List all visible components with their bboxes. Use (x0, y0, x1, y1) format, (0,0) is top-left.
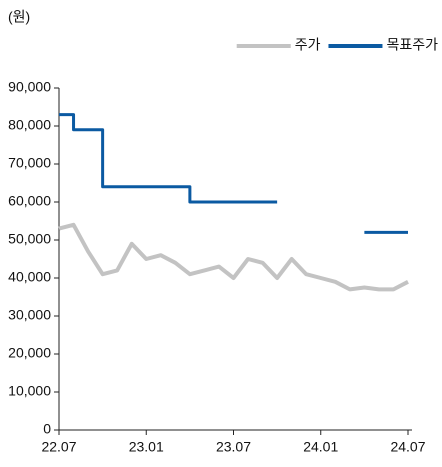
y-tick-label: 80,000 (8, 117, 51, 133)
legend-label: 목표주가 (386, 37, 438, 53)
y-tick-label: 10,000 (8, 383, 51, 399)
y-tick-label: 90,000 (8, 79, 51, 95)
legend-label: 주가 (295, 37, 321, 53)
y-tick-label: 70,000 (8, 155, 51, 171)
y-unit: (원) (8, 9, 30, 25)
x-tick-label: 23.07 (216, 439, 251, 455)
x-tick-label: 24.01 (303, 439, 338, 455)
x-tick-label: 22.07 (41, 439, 76, 455)
x-tick-label: 24.07 (390, 439, 425, 455)
y-tick-label: 0 (43, 421, 51, 437)
y-tick-label: 20,000 (8, 345, 51, 361)
y-tick-label: 30,000 (8, 307, 51, 323)
series-line (59, 113, 278, 204)
series-line (58, 222, 409, 292)
y-tick-label: 60,000 (8, 193, 51, 209)
y-tick-label: 40,000 (8, 269, 51, 285)
y-tick-label: 50,000 (8, 231, 51, 247)
x-tick-label: 23.01 (129, 439, 164, 455)
